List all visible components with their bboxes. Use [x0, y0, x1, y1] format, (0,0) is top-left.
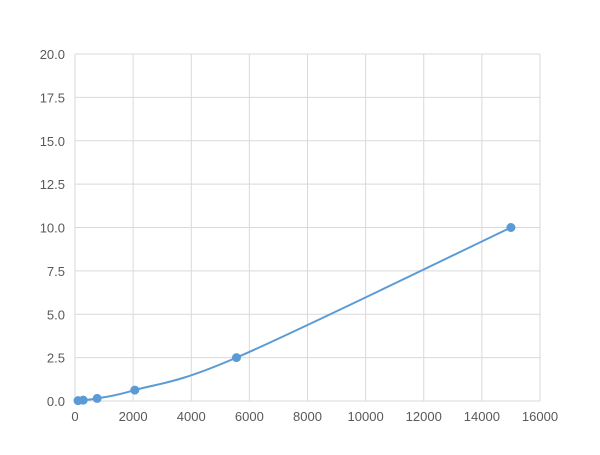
grid	[74, 53, 541, 402]
x-tick-label: 2000	[119, 409, 148, 424]
data-point	[92, 393, 102, 403]
y-tick-label: 2.5	[47, 351, 65, 366]
data-point	[78, 395, 88, 405]
data-points	[73, 223, 516, 406]
y-tick-label: 20.0	[40, 47, 65, 62]
x-tick-label: 4000	[177, 409, 206, 424]
data-point	[506, 223, 516, 232]
y-tick-label: 15.0	[40, 134, 65, 149]
y-tick-label: 17.5	[40, 90, 65, 105]
y-tick-label: 7.5	[47, 264, 65, 279]
y-tick-label: 5.0	[47, 307, 65, 322]
x-tick-label: 8000	[293, 409, 322, 424]
y-tick-label: 0.0	[47, 394, 65, 409]
x-tick-label: 16000	[522, 409, 558, 424]
tick-labels: 0 2000 4000 6000 8000 10000 12000 14000 16000 0.0…	[40, 47, 558, 424]
y-tick-label: 12.5	[40, 177, 65, 192]
x-tick-label: 10000	[348, 409, 384, 424]
x-tick-label: 0	[71, 409, 78, 424]
x-tick-label: 12000	[406, 409, 442, 424]
y-tick-label: 10.0	[40, 221, 65, 236]
data-point	[130, 385, 140, 395]
x-tick-label: 14000	[464, 409, 500, 424]
x-tick-label: 6000	[235, 409, 264, 424]
data-point	[231, 353, 241, 363]
